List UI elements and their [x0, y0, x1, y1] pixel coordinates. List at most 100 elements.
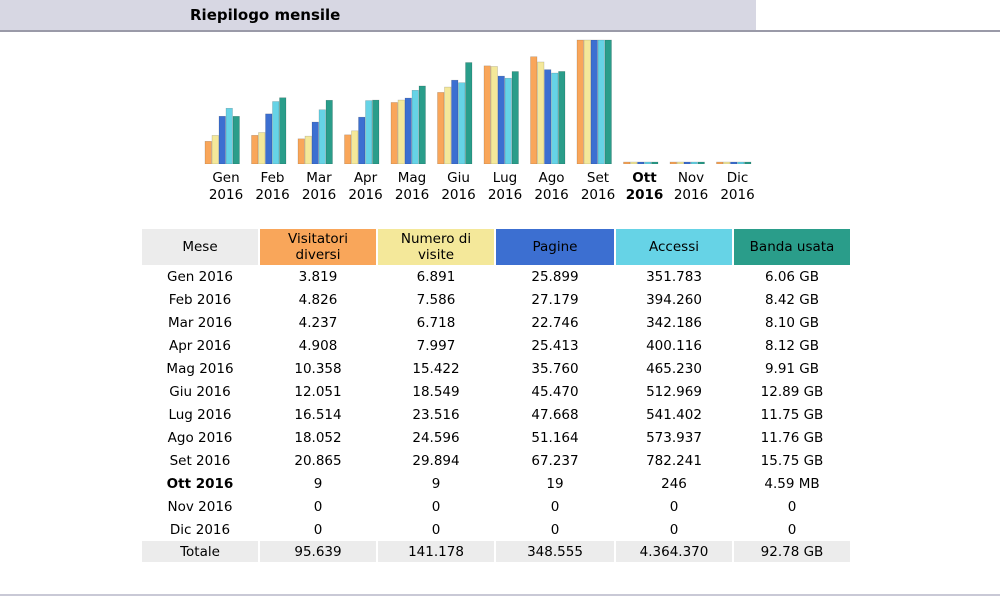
cell-month: Mar 2016 — [167, 314, 233, 331]
cell-pages: 25.413 — [531, 337, 579, 354]
cell-visitors: 12.051 — [294, 383, 342, 400]
table-row: Lug 2016 16.514 23.516 47.668 541.402 11.75 G… — [142, 403, 850, 426]
x-tick-month: Ott — [632, 170, 657, 186]
cell-visits: 7.997 — [416, 337, 456, 354]
cell-pages: 67.237 — [531, 452, 579, 469]
table-row: Giu 2016 12.051 18.549 45.470 512.969 12.89 G… — [142, 380, 850, 403]
cell-pages: 0 — [550, 498, 560, 515]
cell-visitors: 18.052 — [294, 429, 342, 446]
cell-hits: 394.260 — [646, 291, 702, 308]
bar-numero-di-visite — [676, 161, 684, 164]
bar-numero-di-visite — [304, 135, 312, 164]
bar-banda-usata — [372, 99, 380, 164]
bar-pagine — [637, 161, 645, 164]
total-bandwidth: 92.78 GB — [734, 541, 850, 562]
section-title: Riepilogo mensile — [190, 6, 341, 24]
x-tick-year: 2016 — [673, 187, 709, 203]
x-tick-label: Mag 2016 — [389, 170, 435, 204]
total-visits: 141.178 — [378, 541, 494, 562]
cell-bandwidth: 12.89 GB — [760, 383, 824, 400]
x-tick-year: 2016 — [534, 187, 569, 203]
cell-visitors: 0 — [313, 521, 323, 538]
bar-pagine — [311, 121, 319, 164]
bar-pagine — [218, 115, 226, 164]
cell-month: Apr 2016 — [168, 337, 231, 354]
bar-numero-di-visite — [723, 161, 731, 164]
table-row: Set 2016 20.865 29.894 67.237 782.241 15.75 G… — [142, 449, 850, 472]
x-tick-month: Nov — [677, 170, 705, 186]
cell-visitors: 4.908 — [298, 337, 338, 354]
cell-hits: 0 — [669, 521, 679, 538]
bar-pagine — [358, 116, 366, 164]
bar-numero-di-visite — [630, 161, 638, 164]
bar-accessi — [690, 161, 698, 164]
cell-pages: 35.760 — [531, 360, 579, 377]
cell-visits: 0 — [431, 521, 441, 538]
bar-numero-di-visite — [351, 130, 359, 164]
header-unique-visitors: Visitatori diversi — [260, 229, 376, 265]
cell-bandwidth: 8.42 GB — [764, 291, 820, 308]
cell-pages: 0 — [550, 521, 560, 538]
cell-pages: 22.746 — [531, 314, 579, 331]
cell-hits: 512.969 — [646, 383, 702, 400]
cell-hits: 342.186 — [646, 314, 702, 331]
table-row: Gen 2016 3.819 6.891 25.899 351.783 6.06 GB — [142, 265, 850, 288]
header-visits: Numero di visite — [378, 229, 494, 265]
bar-accessi — [597, 39, 605, 164]
bar-numero-di-visite — [258, 132, 266, 164]
cell-visits: 15.422 — [412, 360, 460, 377]
table-row: Nov 2016 0 0 0 0 0 — [142, 495, 850, 518]
cell-month: Feb 2016 — [168, 291, 232, 308]
cell-visitors: 10.358 — [294, 360, 342, 377]
totals-row: Totale 95.639 141.178 348.555 4.364.370 … — [142, 541, 850, 562]
bar-accessi — [318, 109, 326, 164]
cell-bandwidth: 15.75 GB — [760, 452, 824, 469]
x-tick-label: Gen 2016 — [203, 170, 249, 204]
bar-numero-di-visite — [397, 99, 405, 164]
cell-month: Mag 2016 — [166, 360, 234, 377]
bar-visitatori-diversi — [297, 138, 305, 164]
cell-visits: 6.891 — [416, 268, 456, 285]
bar-banda-usata — [279, 97, 287, 164]
bar-accessi — [644, 161, 652, 164]
x-tick-year: 2016 — [580, 187, 616, 203]
cell-pages: 27.179 — [531, 291, 579, 308]
cell-hits: 0 — [669, 498, 679, 515]
table-row: Ott 2016 9 9 19 246 4.59 MB — [142, 472, 850, 495]
bar-visitatori-diversi — [483, 65, 491, 164]
bar-accessi — [737, 161, 745, 164]
cell-visits: 29.894 — [412, 452, 460, 469]
x-tick-label: Giu 2016 — [436, 170, 482, 204]
x-tick-month: Mar — [306, 170, 332, 186]
cell-pages: 25.899 — [531, 268, 579, 285]
x-tick-label: Nov 2016 — [668, 170, 714, 204]
total-hits: 4.364.370 — [616, 541, 732, 562]
cell-visits: 9 — [431, 475, 441, 492]
cell-hits: 351.783 — [646, 268, 702, 285]
x-tick-year: 2016 — [301, 187, 337, 203]
x-tick-label: Mar 2016 — [296, 170, 342, 204]
cell-month: Giu 2016 — [169, 383, 231, 400]
cell-pages: 51.164 — [531, 429, 579, 446]
x-tick-month: Set — [586, 170, 610, 186]
cell-hits: 541.402 — [646, 406, 702, 423]
x-tick-label: Apr 2016 — [343, 170, 389, 204]
cell-visits: 6.718 — [416, 314, 456, 331]
bar-accessi — [551, 72, 559, 164]
bar-numero-di-visite — [583, 39, 591, 164]
bar-banda-usata — [651, 161, 659, 164]
monthly-summary-table: Mese Visitatori diversi Numero di visite… — [140, 229, 852, 562]
table-row: Feb 2016 4.826 7.586 27.179 394.260 8.42 GB — [142, 288, 850, 311]
cell-bandwidth: 0 — [787, 521, 797, 538]
bar-pagine — [404, 97, 412, 164]
bar-pagine — [497, 75, 505, 164]
bar-visitatori-diversi — [390, 102, 398, 164]
x-tick-year: 2016 — [625, 187, 664, 203]
bar-pagine — [265, 113, 273, 164]
cell-month: Gen 2016 — [167, 268, 233, 285]
x-tick-month: Dic — [726, 170, 749, 186]
bar-accessi — [272, 101, 280, 164]
bar-accessi — [365, 100, 373, 164]
table-row: Ago 2016 18.052 24.596 51.164 573.937 11.76 G… — [142, 426, 850, 449]
cell-visits: 0 — [431, 498, 441, 515]
